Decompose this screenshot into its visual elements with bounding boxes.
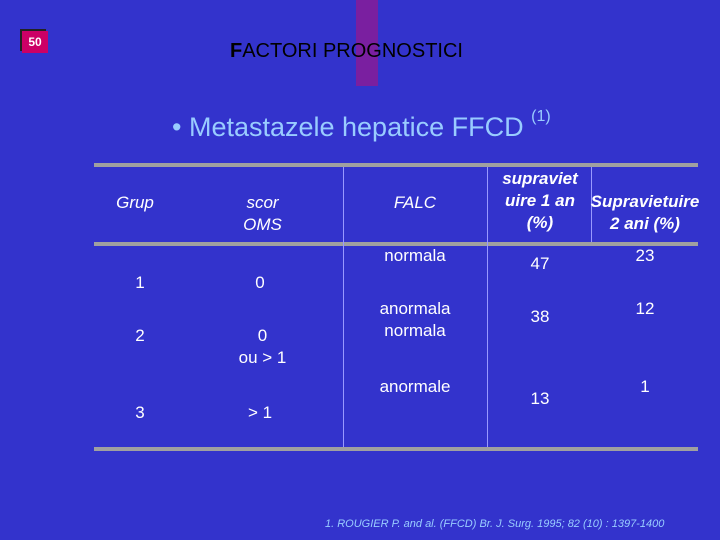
row2-survival-1yr: 38 (530, 307, 550, 326)
row3-falc: anormale (379, 377, 451, 396)
row1-scor: 0 (255, 273, 265, 292)
row2-falc: anormala normala (365, 298, 465, 342)
table-divider (591, 167, 592, 242)
header-survival-2yr: Supravietuire 2 ani (%) (575, 191, 715, 235)
header-s2-line1: Supravietuire (590, 192, 700, 211)
row2-scor-line2: ou > 1 (238, 348, 287, 367)
header-s1-line3: (%) (526, 213, 554, 232)
slide-title: FACTORI PROGNOSTICI (230, 40, 463, 63)
header-falc: FALC (393, 193, 437, 212)
header-survival-1yr: supraviet uire 1 an (%) (485, 168, 595, 234)
table-header-rule (94, 242, 698, 246)
row2-grup: 2 (135, 326, 145, 345)
row3-scor: > 1 (247, 403, 273, 422)
table-bottom-rule (94, 447, 698, 451)
row3-survival-2yr: 1 (640, 377, 650, 396)
title-rest: ACTORI PROGNOSTICI (242, 40, 463, 62)
row2-falc-line1: anormala (379, 299, 451, 318)
subtitle-reference: (1) (531, 108, 551, 125)
row2-falc-line2: normala (384, 321, 446, 340)
slide-subtitle: • Metastazele hepatice FFCD (1) (172, 108, 551, 143)
table-divider (487, 167, 488, 447)
row2-survival-2yr: 12 (635, 299, 655, 318)
header-s1-line2: uire 1 an (505, 191, 575, 210)
header-scor-line1: scor (246, 193, 279, 212)
row1-falc: normala (384, 246, 446, 265)
row3-survival-1yr: 13 (530, 389, 550, 408)
header-s2-line2: 2 ani (%) (610, 214, 680, 233)
title-first-letter: F (230, 40, 243, 62)
header-scor-line2: OMS (243, 215, 282, 234)
slide-number: 50 (28, 35, 42, 49)
row2-scor-line1: 0 (257, 326, 268, 345)
row1-survival-1yr: 47 (530, 254, 550, 273)
row1-grup: 1 (135, 273, 145, 292)
table-top-rule (94, 163, 698, 167)
header-scor: scor OMS (220, 192, 305, 236)
subtitle-text: • Metastazele hepatice FFCD (172, 112, 524, 142)
row2-scor: 0 ou > 1 (215, 325, 310, 369)
row1-survival-2yr: 23 (635, 246, 655, 265)
footnote-reference: 1. ROUGIER P. and al. (FFCD) Br. J. Surg… (325, 518, 665, 530)
slide-number-badge: 50 (22, 31, 48, 53)
table-divider (343, 167, 344, 447)
header-grup: Grup (116, 193, 154, 212)
header-s1-line1: supraviet (502, 169, 578, 188)
row3-grup: 3 (135, 403, 145, 422)
decorative-bar (356, 0, 378, 86)
